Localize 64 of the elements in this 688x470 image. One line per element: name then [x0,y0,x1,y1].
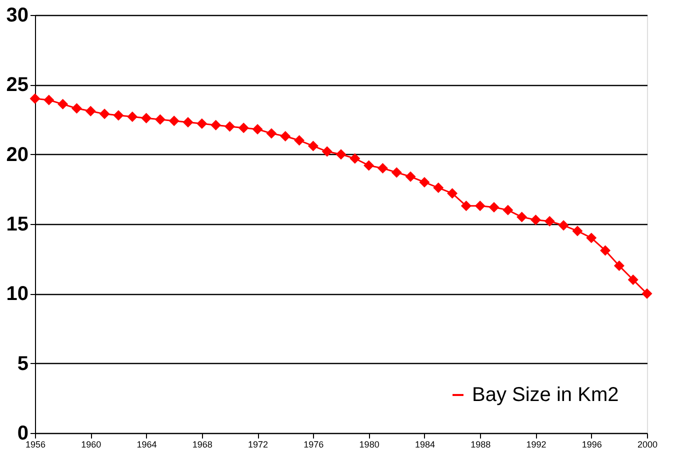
point [558,220,569,231]
point [322,146,332,157]
point [447,188,458,199]
point [252,124,263,134]
point [628,274,638,285]
x-tick-label: 2000 [637,440,658,450]
point [377,163,388,174]
point [266,128,277,139]
point [99,108,110,120]
point [391,167,402,178]
y-tick-label: 15 [6,214,28,236]
point [85,106,96,116]
point [530,214,541,226]
point [58,98,68,110]
point [586,232,597,244]
point [196,118,208,129]
x-tick-label: 1956 [25,440,46,450]
x-tick-label: 1992 [526,440,546,450]
point [642,288,652,299]
point [572,226,583,236]
point [210,120,222,130]
point [44,94,54,106]
x-tick-label: 1996 [582,440,602,450]
point [182,117,194,128]
x-tick-label: 1968 [192,440,212,450]
x-tick-label: 1980 [359,440,380,450]
x-tick-label: 1960 [81,440,102,450]
point [280,130,291,142]
point [127,111,138,122]
point [350,153,360,164]
point [405,171,416,182]
y-tick-label: 30 [6,4,28,26]
x-tick-label: 1976 [304,440,324,450]
point [141,112,152,124]
point [544,216,555,226]
point [336,149,346,160]
x-tick-label: 1964 [136,440,157,450]
y-tick-label: 25 [6,74,28,96]
point [294,135,305,146]
point [433,182,444,194]
point [516,212,528,222]
point [419,176,430,188]
point [502,204,514,216]
point [30,93,40,104]
point [113,110,124,121]
point [474,200,486,212]
point [614,260,624,272]
y-tick-label: 5 [17,352,28,375]
y-tick-label: 10 [6,283,28,306]
point [488,202,500,213]
point [460,200,472,212]
point [238,122,249,134]
point [71,103,82,114]
legend-label: Bay Size in Km2 [472,384,619,406]
point [154,114,166,125]
point [364,160,374,171]
x-tick-label: 1984 [414,440,435,450]
point [168,116,180,126]
x-tick-label: 1972 [248,440,268,450]
y-tick-label: 20 [6,144,28,166]
point [224,121,235,132]
point [308,140,318,152]
point [600,245,611,256]
x-tick-label: 1988 [470,440,491,450]
